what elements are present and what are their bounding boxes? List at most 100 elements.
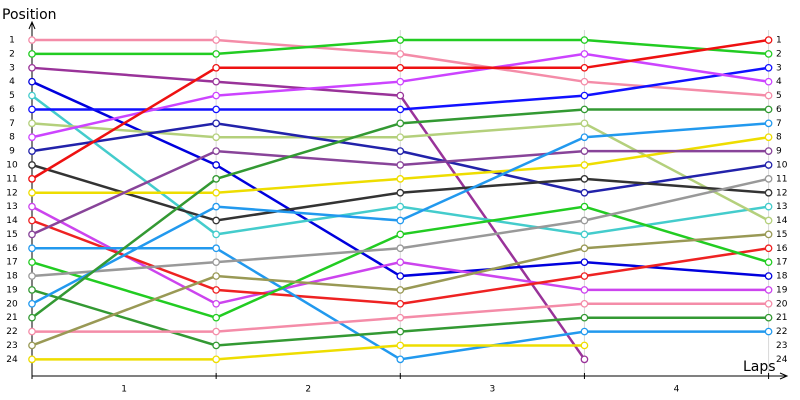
- y-tick-label: 20: [6, 299, 18, 309]
- position-marker: [212, 63, 220, 72]
- y-tick-label: 23: [6, 341, 17, 351]
- position-marker: [764, 105, 773, 114]
- position-marker: [580, 355, 589, 364]
- y-tick-label-right: 5: [776, 91, 782, 101]
- y-tick-label-right: 4: [776, 77, 782, 87]
- y-tick-label: 15: [6, 230, 17, 240]
- position-marker: [764, 188, 773, 197]
- position-marker: [580, 313, 589, 322]
- position-marker: [212, 202, 220, 211]
- y-tick-label: 18: [6, 272, 18, 282]
- position-marker: [764, 272, 773, 280]
- position-marker: [212, 161, 220, 169]
- position-marker: [764, 133, 773, 142]
- position-marker: [28, 202, 36, 211]
- y-tick-label: 7: [9, 119, 15, 129]
- position-marker: [396, 188, 405, 197]
- y-tick-label: 2: [9, 49, 15, 59]
- position-marker: [396, 272, 405, 280]
- position-marker: [764, 286, 773, 294]
- position-marker: [396, 50, 405, 58]
- position-marker: [764, 50, 773, 58]
- position-marker: [212, 355, 220, 364]
- position-marker: [212, 188, 220, 197]
- position-marker: [28, 77, 36, 86]
- position-marker: [212, 258, 220, 267]
- y-tick-label-right: 16: [776, 244, 788, 254]
- position-marker: [764, 63, 773, 72]
- y-tick-label-right: 3: [776, 63, 782, 73]
- position-marker: [580, 230, 589, 239]
- position-marker: [212, 272, 220, 280]
- position-marker: [580, 50, 589, 58]
- position-marker: [580, 286, 589, 294]
- y-tick-label-right: 22: [776, 327, 787, 337]
- position-marker: [396, 91, 405, 100]
- position-marker: [580, 272, 589, 280]
- position-marker: [580, 202, 589, 211]
- position-marker: [28, 313, 36, 322]
- position-marker: [580, 119, 589, 128]
- position-marker: [28, 355, 36, 364]
- x-tick-label: 1: [121, 385, 127, 395]
- position-marker: [212, 147, 220, 155]
- position-marker: [580, 244, 589, 253]
- position-marker: [580, 216, 589, 225]
- position-marker: [212, 77, 220, 86]
- position-marker: [580, 327, 589, 336]
- y-tick-label: 21: [6, 313, 17, 323]
- y-tick-label: 13: [6, 202, 17, 212]
- position-marker: [764, 202, 773, 211]
- position-marker: [396, 175, 405, 183]
- position-marker: [580, 299, 589, 308]
- position-marker: [396, 77, 405, 86]
- y-tick-label: 17: [6, 258, 17, 268]
- y-tick-label-right: 8: [776, 133, 782, 143]
- position-marker: [396, 327, 405, 336]
- position-marker: [580, 147, 589, 155]
- y-tick-label-right: 18: [776, 272, 788, 282]
- position-marker: [212, 119, 220, 128]
- y-tick-label: 10: [6, 160, 18, 170]
- position-marker: [580, 36, 589, 44]
- y-tick-label: 19: [6, 285, 18, 295]
- y-tick-label-right: 14: [776, 216, 788, 226]
- position-marker: [764, 244, 773, 253]
- x-tick-label: 3: [489, 385, 495, 395]
- position-marker: [764, 258, 773, 267]
- y-tick-label: 14: [6, 216, 18, 226]
- y-tick-label: 4: [9, 77, 15, 87]
- position-marker: [28, 244, 36, 253]
- series-line: [32, 344, 585, 361]
- position-marker: [396, 313, 405, 322]
- position-marker: [396, 244, 405, 253]
- position-marker: [28, 36, 36, 44]
- position-marker: [396, 63, 405, 72]
- y-tick-label: 6: [9, 105, 15, 115]
- position-marker: [28, 133, 36, 142]
- position-marker: [28, 105, 36, 114]
- position-marker: [212, 327, 220, 336]
- y-tick-label-right: 11: [776, 174, 787, 184]
- position-marker: [764, 36, 773, 44]
- position-marker: [212, 91, 220, 100]
- y-tick-label: 24: [6, 355, 18, 365]
- position-marker: [396, 216, 405, 225]
- y-tick-label: 9: [9, 147, 15, 157]
- y-axis-label: Position: [2, 7, 57, 23]
- y-tick-label-right: 9: [776, 147, 782, 157]
- position-marker: [28, 230, 36, 239]
- position-marker: [580, 258, 589, 267]
- position-marker: [396, 258, 405, 267]
- y-tick-label: 22: [6, 327, 17, 337]
- y-tick-label-right: 15: [776, 230, 787, 240]
- y-tick-label-right: 17: [776, 258, 787, 268]
- position-marker: [580, 175, 589, 183]
- position-marker: [396, 119, 405, 128]
- position-marker: [28, 63, 36, 72]
- position-marker: [28, 50, 36, 58]
- position-marker: [396, 299, 405, 308]
- position-marker: [212, 175, 220, 183]
- y-tick-label-right: 21: [776, 313, 787, 323]
